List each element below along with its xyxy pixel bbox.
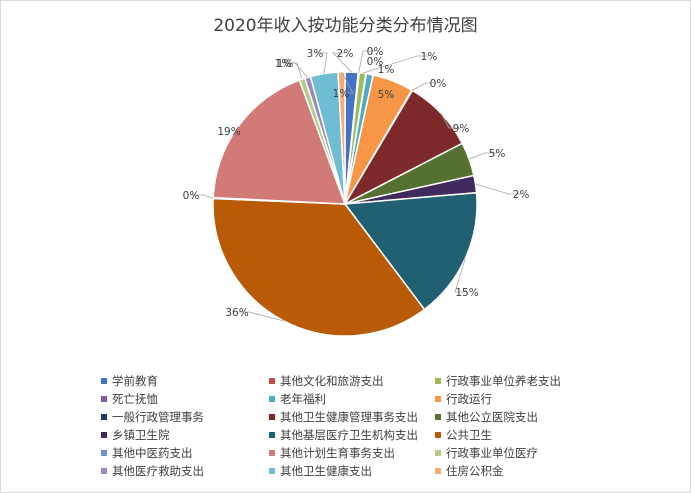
legend-label: 其他计划生育事务支出 (280, 446, 395, 460)
legend-item: 其他中医药支出 (101, 445, 269, 461)
legend-label: 其他公立医院支出 (446, 410, 538, 424)
legend-swatch (269, 432, 275, 438)
pie-slice (343, 191, 478, 311)
legend-item: 其他医疗救助支出 (101, 463, 269, 479)
legend-item: 住房公积金 (435, 463, 621, 479)
legend-label: 死亡抚恤 (112, 392, 158, 406)
leader-line (332, 52, 352, 73)
legend-swatch (435, 414, 441, 420)
data-label: 1% (421, 51, 438, 63)
legend-swatch (101, 414, 107, 420)
legend-swatch (435, 450, 441, 456)
data-label: 0% (367, 56, 384, 68)
leader-line (468, 152, 497, 160)
data-label: 0% (183, 190, 200, 202)
leader-line (237, 311, 284, 322)
legend-label: 乡镇卫生院 (112, 428, 170, 442)
legend-item: 一般行政管理事务 (101, 409, 269, 425)
legend-swatch (269, 450, 275, 456)
legend-label: 学前教育 (112, 374, 158, 388)
legend-swatch (101, 378, 107, 384)
legend-item: 乡镇卫生院 (101, 427, 269, 443)
legend-label: 其他中医药支出 (112, 446, 193, 460)
data-label: 2% (513, 189, 530, 201)
legend-item: 其他文化和旅游支出 (269, 373, 435, 389)
leader-line (475, 183, 521, 195)
legend-item: 其他卫生健康支出 (269, 463, 435, 479)
legend-item: 其他基层医疗卫生机构支出 (269, 427, 435, 443)
legend-label: 其他医疗救助支出 (112, 464, 204, 478)
data-label: 3% (307, 48, 324, 60)
data-label: 15% (455, 287, 478, 299)
leader-line (411, 82, 438, 91)
legend-label: 老年福利 (280, 392, 326, 406)
legend-item: 公共卫生 (435, 427, 621, 443)
leader-line (283, 62, 309, 78)
data-label: 5% (378, 89, 395, 101)
legend-item: 其他公立医院支出 (435, 409, 621, 425)
data-label: 1% (378, 64, 395, 76)
legend-item: 死亡抚恤 (101, 391, 269, 407)
legend-swatch (435, 378, 441, 384)
leader-line (454, 257, 467, 293)
legend-swatch (435, 396, 441, 402)
legend-swatch (269, 396, 275, 402)
legend-label: 其他卫生健康管理事务支出 (280, 410, 418, 424)
legend-label: 其他卫生健康支出 (280, 464, 372, 478)
legend-item: 其他计划生育事务支出 (269, 445, 435, 461)
data-label: 9% (453, 123, 470, 135)
legend: 学前教育 其他文化和旅游支出 行政事业单位养老支出死亡抚恤 老年福利 行政运行一般行政管… (101, 372, 621, 480)
leader-line (362, 55, 429, 74)
data-label: 2% (337, 48, 354, 60)
pie-chart: 2% 0% 1%0%1%5%0%9%5%2%15%36%0%19%1%1%3%1% (183, 46, 530, 337)
legend-label: 一般行政管理事务 (112, 410, 204, 424)
legend-row: 其他医疗救助支出 其他卫生健康支出 住房公积金 (101, 462, 621, 480)
legend-item: 行政事业单位医疗 (435, 445, 621, 461)
legend-label: 行政事业单位养老支出 (446, 374, 561, 388)
legend-label: 行政运行 (446, 392, 492, 406)
data-label: 19% (217, 126, 240, 138)
legend-label: 其他文化和旅游支出 (280, 374, 384, 388)
legend-swatch (269, 414, 275, 420)
data-label: 1% (277, 58, 294, 70)
legend-swatch (101, 396, 107, 402)
data-label: 0% (430, 78, 447, 90)
legend-row: 一般行政管理事务 其他卫生健康管理事务支出 其他公立医院支出 (101, 408, 621, 426)
leader-line (440, 113, 461, 129)
leader-line (315, 52, 328, 74)
legend-row: 其他中医药支出 其他计划生育事务支出 行政事业单位医疗 (101, 444, 621, 462)
legend-swatch (101, 450, 107, 456)
legend-label: 住房公积金 (446, 464, 504, 478)
data-label: 36% (225, 307, 248, 319)
legend-swatch (101, 432, 107, 438)
legend-label: 行政事业单位医疗 (446, 446, 538, 460)
legend-item: 其他卫生健康管理事务支出 (269, 409, 435, 425)
legend-swatch (435, 432, 441, 438)
legend-label: 公共卫生 (446, 428, 492, 442)
leader-line (358, 50, 375, 73)
legend-item: 学前教育 (101, 373, 269, 389)
data-label: 0% (367, 46, 384, 58)
legend-swatch (101, 468, 107, 474)
legend-row: 学前教育 其他文化和旅游支出 行政事业单位养老支出 (101, 372, 621, 390)
legend-swatch (435, 468, 441, 474)
legend-item: 行政事业单位养老支出 (435, 373, 621, 389)
legend-swatch (269, 378, 275, 384)
leader-line (341, 71, 354, 94)
legend-row: 乡镇卫生院 其他基层医疗卫生机构支出 公共卫生 (101, 426, 621, 444)
leader-line (191, 194, 214, 199)
pie-slice (212, 79, 347, 205)
legend-row: 死亡抚恤 老年福利 行政运行 (101, 390, 621, 408)
chart-title: 2020年收入按功能分类分布情况图 (213, 16, 478, 36)
data-label: 1% (333, 88, 350, 100)
data-label: 1% (275, 58, 292, 70)
legend-item: 老年福利 (269, 391, 435, 407)
legend-swatch (269, 468, 275, 474)
legend-item: 行政运行 (435, 391, 621, 407)
data-label: 5% (489, 148, 506, 160)
legend-label: 其他基层医疗卫生机构支出 (280, 428, 418, 442)
